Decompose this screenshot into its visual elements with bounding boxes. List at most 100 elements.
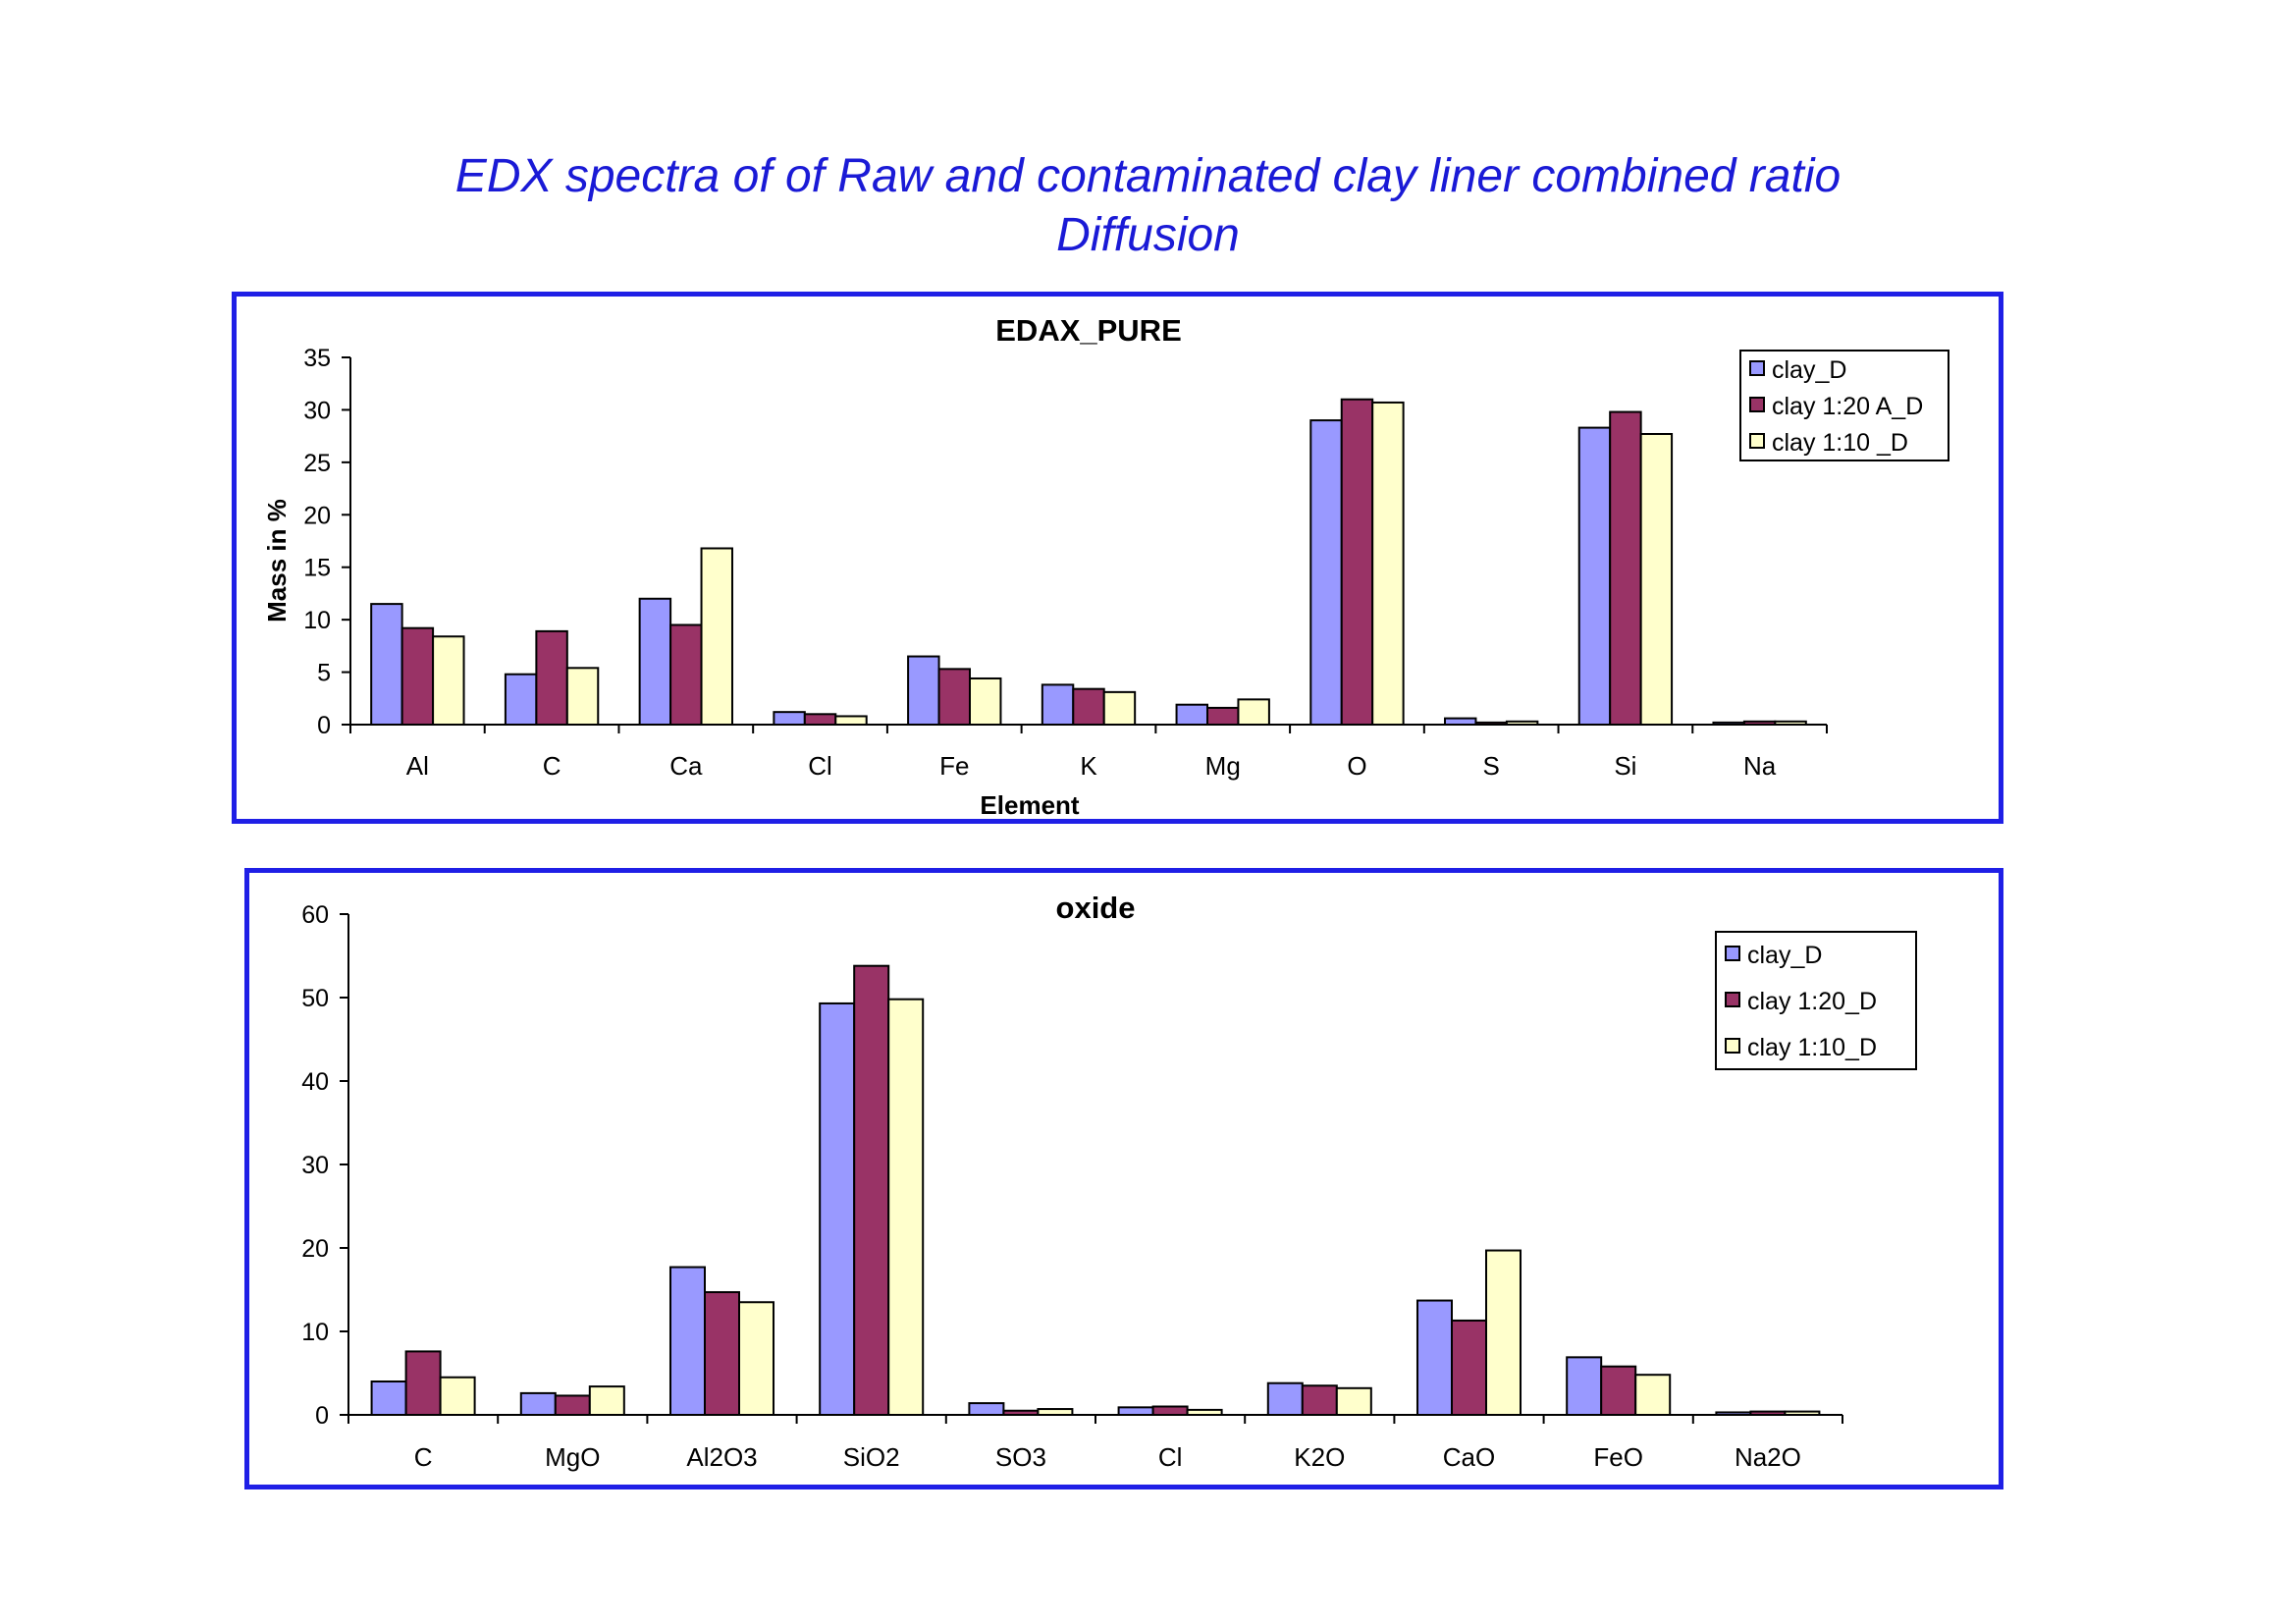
bar-Fe-series-2 bbox=[937, 668, 971, 727]
bar-CaO-series-3 bbox=[1485, 1249, 1522, 1416]
page-title-line-1: EDX spectra of of Raw and contaminated c… bbox=[454, 150, 1842, 202]
bar-Al-series-1 bbox=[370, 603, 403, 726]
y-axis-label: Mass in % bbox=[262, 499, 292, 623]
bar-Cl-series-3 bbox=[834, 715, 868, 726]
bar-Si-series-2 bbox=[1609, 410, 1642, 727]
bar-Mg-series-2 bbox=[1206, 706, 1240, 727]
x-tick-label: Na2O bbox=[1735, 1442, 1801, 1472]
legend-box bbox=[1739, 350, 1949, 461]
bar-SO3-series-1 bbox=[968, 1402, 1005, 1416]
bar-K2O-series-1 bbox=[1266, 1381, 1304, 1417]
bar-SiO2-series-1 bbox=[819, 1001, 856, 1416]
legend-swatch-series-2 bbox=[1725, 992, 1740, 1007]
x-tick-label: Fe bbox=[939, 751, 969, 781]
y-tick-label: 25 bbox=[303, 450, 331, 477]
edax-pure-chart: EDAX_PURE 0 5 10 15 20 25 30 35 Al C Ca Cl Fe K Mg O S Si N… bbox=[262, 313, 1949, 820]
legend-swatch-series-1 bbox=[1749, 360, 1765, 376]
bar-C-series-2 bbox=[535, 629, 568, 727]
x-tick-label: Cl bbox=[808, 751, 832, 781]
x-axis-label: Element bbox=[980, 790, 1079, 819]
bar-Si-series-3 bbox=[1639, 433, 1674, 726]
x-tick-label: Si bbox=[1614, 751, 1636, 781]
bar-FeO-series-3 bbox=[1634, 1374, 1672, 1417]
y-tick-label: 40 bbox=[301, 1068, 329, 1096]
bar-O-series-3 bbox=[1371, 401, 1405, 726]
x-tick-label: Cl bbox=[1158, 1442, 1183, 1472]
bar-K-series-1 bbox=[1041, 683, 1075, 726]
bar-Cl-series-1 bbox=[1117, 1406, 1154, 1416]
y-tick-label: 20 bbox=[301, 1235, 329, 1263]
bar-Al2O3-series-2 bbox=[703, 1291, 741, 1416]
y-tick-label: 20 bbox=[303, 502, 331, 529]
bar-SiO2-series-3 bbox=[887, 998, 925, 1416]
x-tick-label: C bbox=[543, 751, 561, 781]
x-tick-label: Al bbox=[406, 751, 429, 781]
x-tick-label: Ca bbox=[669, 751, 703, 781]
bar-MgO-series-1 bbox=[519, 1391, 557, 1417]
oxide-chart: oxide 0 10 20 30 40 50 60 C MgO Al2O3 SiO2 SO3 Cl K2O C… bbox=[301, 891, 1917, 1472]
bar-Ca-series-1 bbox=[638, 597, 672, 726]
x-tick-label: Na bbox=[1743, 751, 1777, 781]
bar-Si-series-1 bbox=[1577, 426, 1612, 726]
legend-label-series-2: clay 1:20 A_D bbox=[1772, 393, 1923, 420]
bar-FeO-series-1 bbox=[1566, 1356, 1603, 1417]
bar-O-series-2 bbox=[1340, 398, 1374, 726]
y-tick-label: 0 bbox=[315, 1402, 329, 1430]
bar-K2O-series-3 bbox=[1335, 1386, 1372, 1416]
legend-box bbox=[1715, 931, 1917, 1070]
bar-O-series-1 bbox=[1309, 419, 1343, 726]
y-tick-label: 0 bbox=[317, 712, 331, 739]
bar-Cl-series-1 bbox=[773, 711, 806, 727]
legend-label-series-2: clay 1:20_D bbox=[1747, 988, 1877, 1015]
oxide-chart-frame: oxide 0 10 20 30 40 50 60 C MgO Al2O3 SiO2 SO3 Cl K2O C… bbox=[244, 868, 2003, 1489]
bar-SiO2-series-2 bbox=[853, 964, 890, 1416]
bar-Ca-series-3 bbox=[700, 547, 733, 727]
bar-FeO-series-2 bbox=[1600, 1365, 1637, 1417]
bar-MgO-series-3 bbox=[588, 1385, 625, 1416]
y-tick-label: 5 bbox=[317, 660, 331, 687]
legend-label-series-1: clay_D bbox=[1772, 356, 1846, 384]
bar-Cl-series-2 bbox=[803, 713, 837, 727]
y-tick-label: 35 bbox=[303, 345, 331, 372]
legend-label-series-3: clay 1:10 _D bbox=[1772, 429, 1908, 457]
bar-C-series-3 bbox=[439, 1376, 476, 1416]
x-tick-label: CaO bbox=[1443, 1442, 1495, 1472]
bar-C-series-3 bbox=[565, 667, 600, 727]
legend-swatch-series-3 bbox=[1749, 433, 1765, 449]
x-tick-label: MgO bbox=[545, 1442, 600, 1472]
bar-Ca-series-2 bbox=[669, 623, 703, 726]
chart-title: EDAX_PURE bbox=[995, 313, 1182, 348]
x-tick-label: Mg bbox=[1205, 751, 1241, 781]
edax-pure-chart-frame: EDAX_PURE 0 5 10 15 20 25 30 35 Al C Ca Cl Fe K Mg O S Si N… bbox=[232, 292, 2003, 824]
legend-swatch-series-1 bbox=[1725, 946, 1740, 961]
y-tick-label: 50 bbox=[301, 985, 329, 1012]
bar-Fe-series-3 bbox=[968, 677, 1002, 726]
bar-K2O-series-2 bbox=[1301, 1384, 1338, 1416]
x-tick-label: S bbox=[1483, 751, 1500, 781]
bar-MgO-series-2 bbox=[554, 1394, 591, 1417]
legend-swatch-series-2 bbox=[1749, 397, 1765, 412]
bar-K-series-3 bbox=[1102, 690, 1137, 727]
bar-Fe-series-1 bbox=[907, 655, 940, 726]
legend-label-series-3: clay 1:10_D bbox=[1747, 1034, 1877, 1061]
bar-K-series-2 bbox=[1072, 687, 1105, 727]
legend-swatch-series-3 bbox=[1725, 1038, 1740, 1054]
bar-Al2O3-series-1 bbox=[668, 1266, 706, 1416]
bar-Al2O3-series-3 bbox=[738, 1301, 775, 1416]
y-tick-label: 10 bbox=[301, 1319, 329, 1346]
x-tick-label: K2O bbox=[1294, 1442, 1345, 1472]
y-tick-label: 60 bbox=[301, 901, 329, 929]
x-tick-label: FeO bbox=[1593, 1442, 1643, 1472]
x-tick-label: SO3 bbox=[995, 1442, 1046, 1472]
x-tick-label: K bbox=[1080, 751, 1097, 781]
y-tick-label: 30 bbox=[301, 1152, 329, 1179]
bar-Mg-series-1 bbox=[1175, 703, 1209, 726]
bar-C-series-1 bbox=[370, 1380, 407, 1416]
bar-CaO-series-1 bbox=[1415, 1299, 1453, 1416]
bar-Al-series-3 bbox=[432, 635, 465, 726]
x-tick-label: O bbox=[1347, 751, 1366, 781]
page-title-line-2: Diffusion bbox=[1056, 209, 1240, 261]
x-tick-label: SiO2 bbox=[843, 1442, 900, 1472]
y-tick-label: 10 bbox=[303, 607, 331, 634]
x-tick-label: C bbox=[414, 1442, 433, 1472]
